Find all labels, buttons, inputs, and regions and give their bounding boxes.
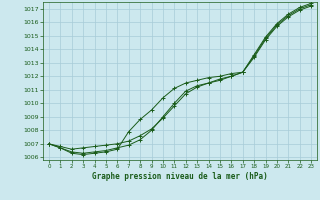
X-axis label: Graphe pression niveau de la mer (hPa): Graphe pression niveau de la mer (hPa) [92,172,268,181]
